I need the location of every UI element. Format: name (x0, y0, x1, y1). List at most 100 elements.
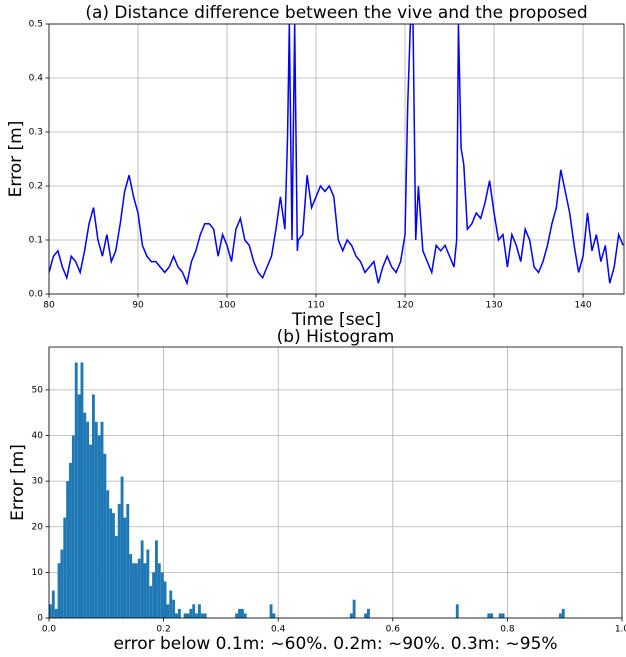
histogram-bar (71, 435, 75, 618)
x-axis-label: error below 0.1m: ~60%. 0.2m: ~90%. 0.3m… (113, 634, 557, 654)
histogram-bar (146, 549, 150, 618)
histogram-bar (195, 613, 198, 618)
histogram-bar (49, 604, 52, 618)
subplot: 0 10 20 30 40 50 0.0 0.2 0.4 0.6 0.8 1.0 (b) Histogr… (8, 327, 626, 654)
histogram-bar (66, 481, 70, 618)
histogram-bar (77, 394, 81, 618)
y-axis-label: Error [m] (6, 121, 26, 198)
histogram-bar (63, 517, 67, 618)
axes-frame (48, 23, 625, 295)
y-tick-label: 0.5 (29, 20, 43, 30)
histogram-bar (243, 613, 247, 618)
histogram-bar (103, 453, 107, 618)
histogram-bar (91, 394, 95, 618)
histogram-bar (143, 563, 147, 618)
y-tick-label: 0 (37, 614, 43, 624)
x-tick-label: 0.6 (386, 625, 401, 635)
histogram-bar (109, 508, 113, 618)
x-tick-label: 90 (132, 301, 144, 311)
histogram-bar (183, 613, 187, 618)
histogram-bar (349, 613, 353, 618)
y-tick-label: 20 (32, 522, 44, 532)
histogram-bar (192, 604, 196, 618)
histogram-bar (54, 608, 58, 618)
x-tick-label: 0.2 (156, 625, 170, 635)
histogram-bar (106, 490, 110, 618)
x-tick-label: 0.8 (500, 625, 515, 635)
histogram-bar (132, 563, 135, 618)
histogram-bar (57, 563, 61, 618)
y-tick-label: 10 (32, 568, 44, 578)
histogram-bar (160, 572, 164, 618)
y-tick-label: 50 (32, 385, 44, 395)
histogram-bar (86, 421, 90, 618)
x-tick-label: 1.0 (615, 625, 626, 635)
histogram-bar (177, 608, 181, 618)
histogram-bar (269, 604, 273, 618)
histogram-bar (364, 613, 368, 618)
histogram-bar (97, 435, 101, 618)
histogram-bar (169, 590, 173, 618)
histogram-bar (501, 613, 505, 618)
x-tick-label: 80 (43, 301, 55, 311)
histogram-bar (89, 444, 92, 618)
x-tick-label: 0.0 (42, 625, 57, 635)
histogram-bar (197, 604, 201, 618)
y-tick-label: 0.1 (29, 236, 43, 246)
histogram-bar (172, 599, 176, 618)
histogram-bar (186, 613, 190, 618)
histogram-bar (498, 613, 502, 618)
histogram-bar (100, 421, 104, 618)
y-tick-label: 30 (32, 477, 44, 487)
chart-title: (a) Distance difference between the vive… (85, 3, 587, 23)
x-tick-label: 110 (307, 301, 324, 311)
plot-area (49, 24, 624, 286)
histogram-bar (126, 503, 130, 618)
histogram-bar (240, 608, 244, 618)
histogram-bar (367, 608, 370, 618)
histogram-bar (487, 613, 491, 618)
histogram-bar (60, 549, 64, 618)
subplot: 0.0 0.1 0.2 0.3 0.4 0.5 80 90 100 110 120 130 140 (a)… (6, 3, 625, 330)
y-tick-label: 0.4 (29, 74, 44, 84)
histogram-bar (175, 613, 178, 618)
histogram-bar (140, 540, 144, 618)
histogram-bar (189, 608, 193, 618)
y-tick-label: 40 (32, 431, 44, 441)
histogram-bar (114, 535, 118, 618)
histogram-bar (163, 581, 167, 618)
x-axis-label: Time [sec] (291, 310, 381, 330)
histogram-bar (129, 554, 133, 618)
histogram-bar (155, 540, 158, 618)
histogram-bar (558, 613, 562, 618)
histogram-bar (455, 604, 459, 618)
x-tick-label: 100 (218, 301, 235, 311)
histogram-bar (272, 613, 276, 618)
histogram-bar (561, 608, 565, 618)
histogram-bar (137, 558, 141, 618)
histogram-bar (94, 421, 98, 618)
histogram-bar (134, 563, 138, 618)
x-tick-label: 120 (396, 301, 413, 311)
y-tick-label: 0.3 (29, 128, 43, 138)
x-tick-label: 130 (485, 301, 502, 311)
histogram-bar (157, 563, 161, 618)
histogram-bar (74, 362, 78, 618)
y-tick-label: 0.0 (29, 290, 44, 300)
histogram-bar (203, 613, 207, 618)
histogram-bar (123, 517, 127, 618)
histogram-bar (352, 599, 356, 618)
histogram-bar (51, 590, 55, 618)
histogram-bar (117, 503, 121, 618)
plot-area (49, 362, 565, 618)
histogram-bar (200, 613, 204, 618)
y-axis-label: Error [m] (8, 444, 28, 521)
chart-title: (b) Histogram (277, 327, 395, 347)
histogram-bar (235, 613, 239, 618)
histogram-bar (112, 513, 115, 618)
histogram-bar (69, 462, 72, 618)
histogram-bar (152, 572, 156, 618)
axes-frame (48, 346, 623, 619)
y-tick-label: 0.2 (29, 182, 43, 192)
